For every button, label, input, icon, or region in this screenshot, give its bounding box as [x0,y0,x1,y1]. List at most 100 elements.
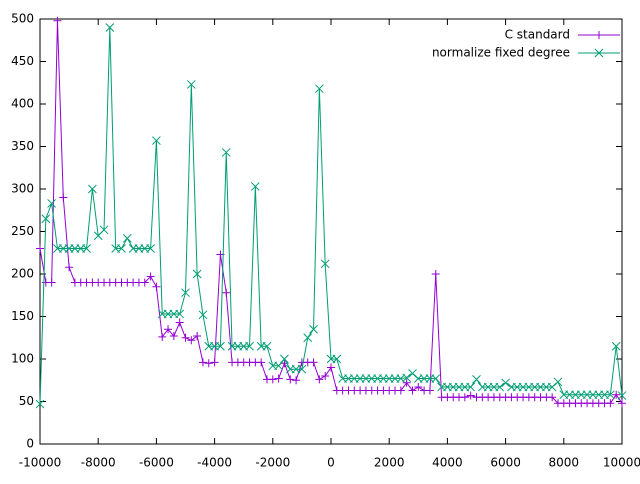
x-tick-label: -10000 [19,456,62,470]
point-marker [315,84,324,94]
point-marker [146,272,155,281]
point-marker [164,325,173,334]
point-marker [292,376,301,385]
point-marker [192,269,202,279]
point-marker [198,358,207,367]
point-marker [612,390,621,399]
point-marker [431,374,441,383]
point-marker [82,244,91,253]
point-marker [548,393,557,402]
point-marker [193,332,202,341]
point-marker [204,359,213,368]
point-marker [105,23,115,32]
point-marker [152,282,161,291]
y-tick-label: 200 [11,267,34,281]
legend-label: C standard [505,28,570,42]
point-marker [553,377,563,387]
y-tick-label: 450 [11,54,34,68]
series-line [39,20,623,404]
point-marker [198,310,208,320]
point-marker [327,363,335,372]
x-tick-label: 10000 [603,456,640,470]
x-tick-label: 4000 [432,456,463,470]
y-tick-label: 400 [11,97,34,111]
point-marker [315,375,324,384]
point-marker [169,332,178,341]
point-marker [425,386,434,395]
point-marker [146,244,155,253]
y-tick-label: 350 [11,139,34,153]
point-marker [617,391,627,400]
point-marker [309,358,318,367]
point-marker [117,244,126,253]
x-tick-label: 2000 [374,456,405,470]
plot-border [39,18,623,445]
point-marker [181,333,190,342]
point-marker [303,333,313,343]
point-marker [99,225,109,235]
point-marker [36,244,44,253]
point-marker [216,341,225,351]
point-marker [186,80,196,89]
point-marker [257,358,266,367]
point-marker [158,332,167,341]
point-marker [414,383,423,392]
point-marker [286,375,295,384]
point-marker [59,193,68,202]
point-marker [606,399,615,408]
point-marker [495,382,505,392]
point-marker [606,390,615,400]
point-marker [618,399,626,408]
y-tick-label: 100 [11,352,34,366]
point-marker [181,288,190,298]
legend-label: normalize fixed degree [432,46,570,60]
point-marker [268,375,277,384]
point-marker [47,278,56,287]
x-tick-label: 8000 [549,456,580,470]
legend-marker [594,48,604,58]
point-marker [65,263,74,272]
x-tick-label: 0 [327,456,335,470]
point-marker [122,233,132,243]
point-marker [408,386,417,395]
y-tick-label: 500 [11,12,34,26]
point-marker [332,354,342,364]
point-marker [431,270,440,278]
point-marker [245,341,254,351]
point-marker [466,382,476,392]
legend-marker [595,31,603,39]
point-marker [309,324,318,334]
point-marker [501,378,510,388]
point-marker [187,336,196,345]
point-marker [396,386,405,395]
point-marker [210,358,219,367]
point-marker [274,361,283,371]
x-tick-label: -4000 [197,456,232,470]
point-marker [611,341,621,351]
y-tick-label: 50 [19,394,34,408]
point-marker [547,382,557,392]
x-tick-label: -2000 [255,456,290,470]
point-marker [402,373,412,383]
point-marker [53,16,62,25]
point-marker [88,184,97,194]
point-marker [297,364,307,374]
point-marker [274,374,283,383]
point-marker [402,378,411,387]
point-marker [222,288,231,297]
point-marker [460,393,469,402]
point-marker [262,341,272,351]
point-marker [321,372,330,380]
point-marker [320,259,330,269]
point-marker [472,375,481,384]
point-marker [250,182,260,191]
point-marker [152,136,161,145]
point-marker [221,148,231,157]
point-marker [408,369,417,378]
x-tick-label: 6000 [490,456,521,470]
x-tick-label: -8000 [81,456,116,470]
point-marker [466,391,475,400]
point-marker [175,318,184,327]
